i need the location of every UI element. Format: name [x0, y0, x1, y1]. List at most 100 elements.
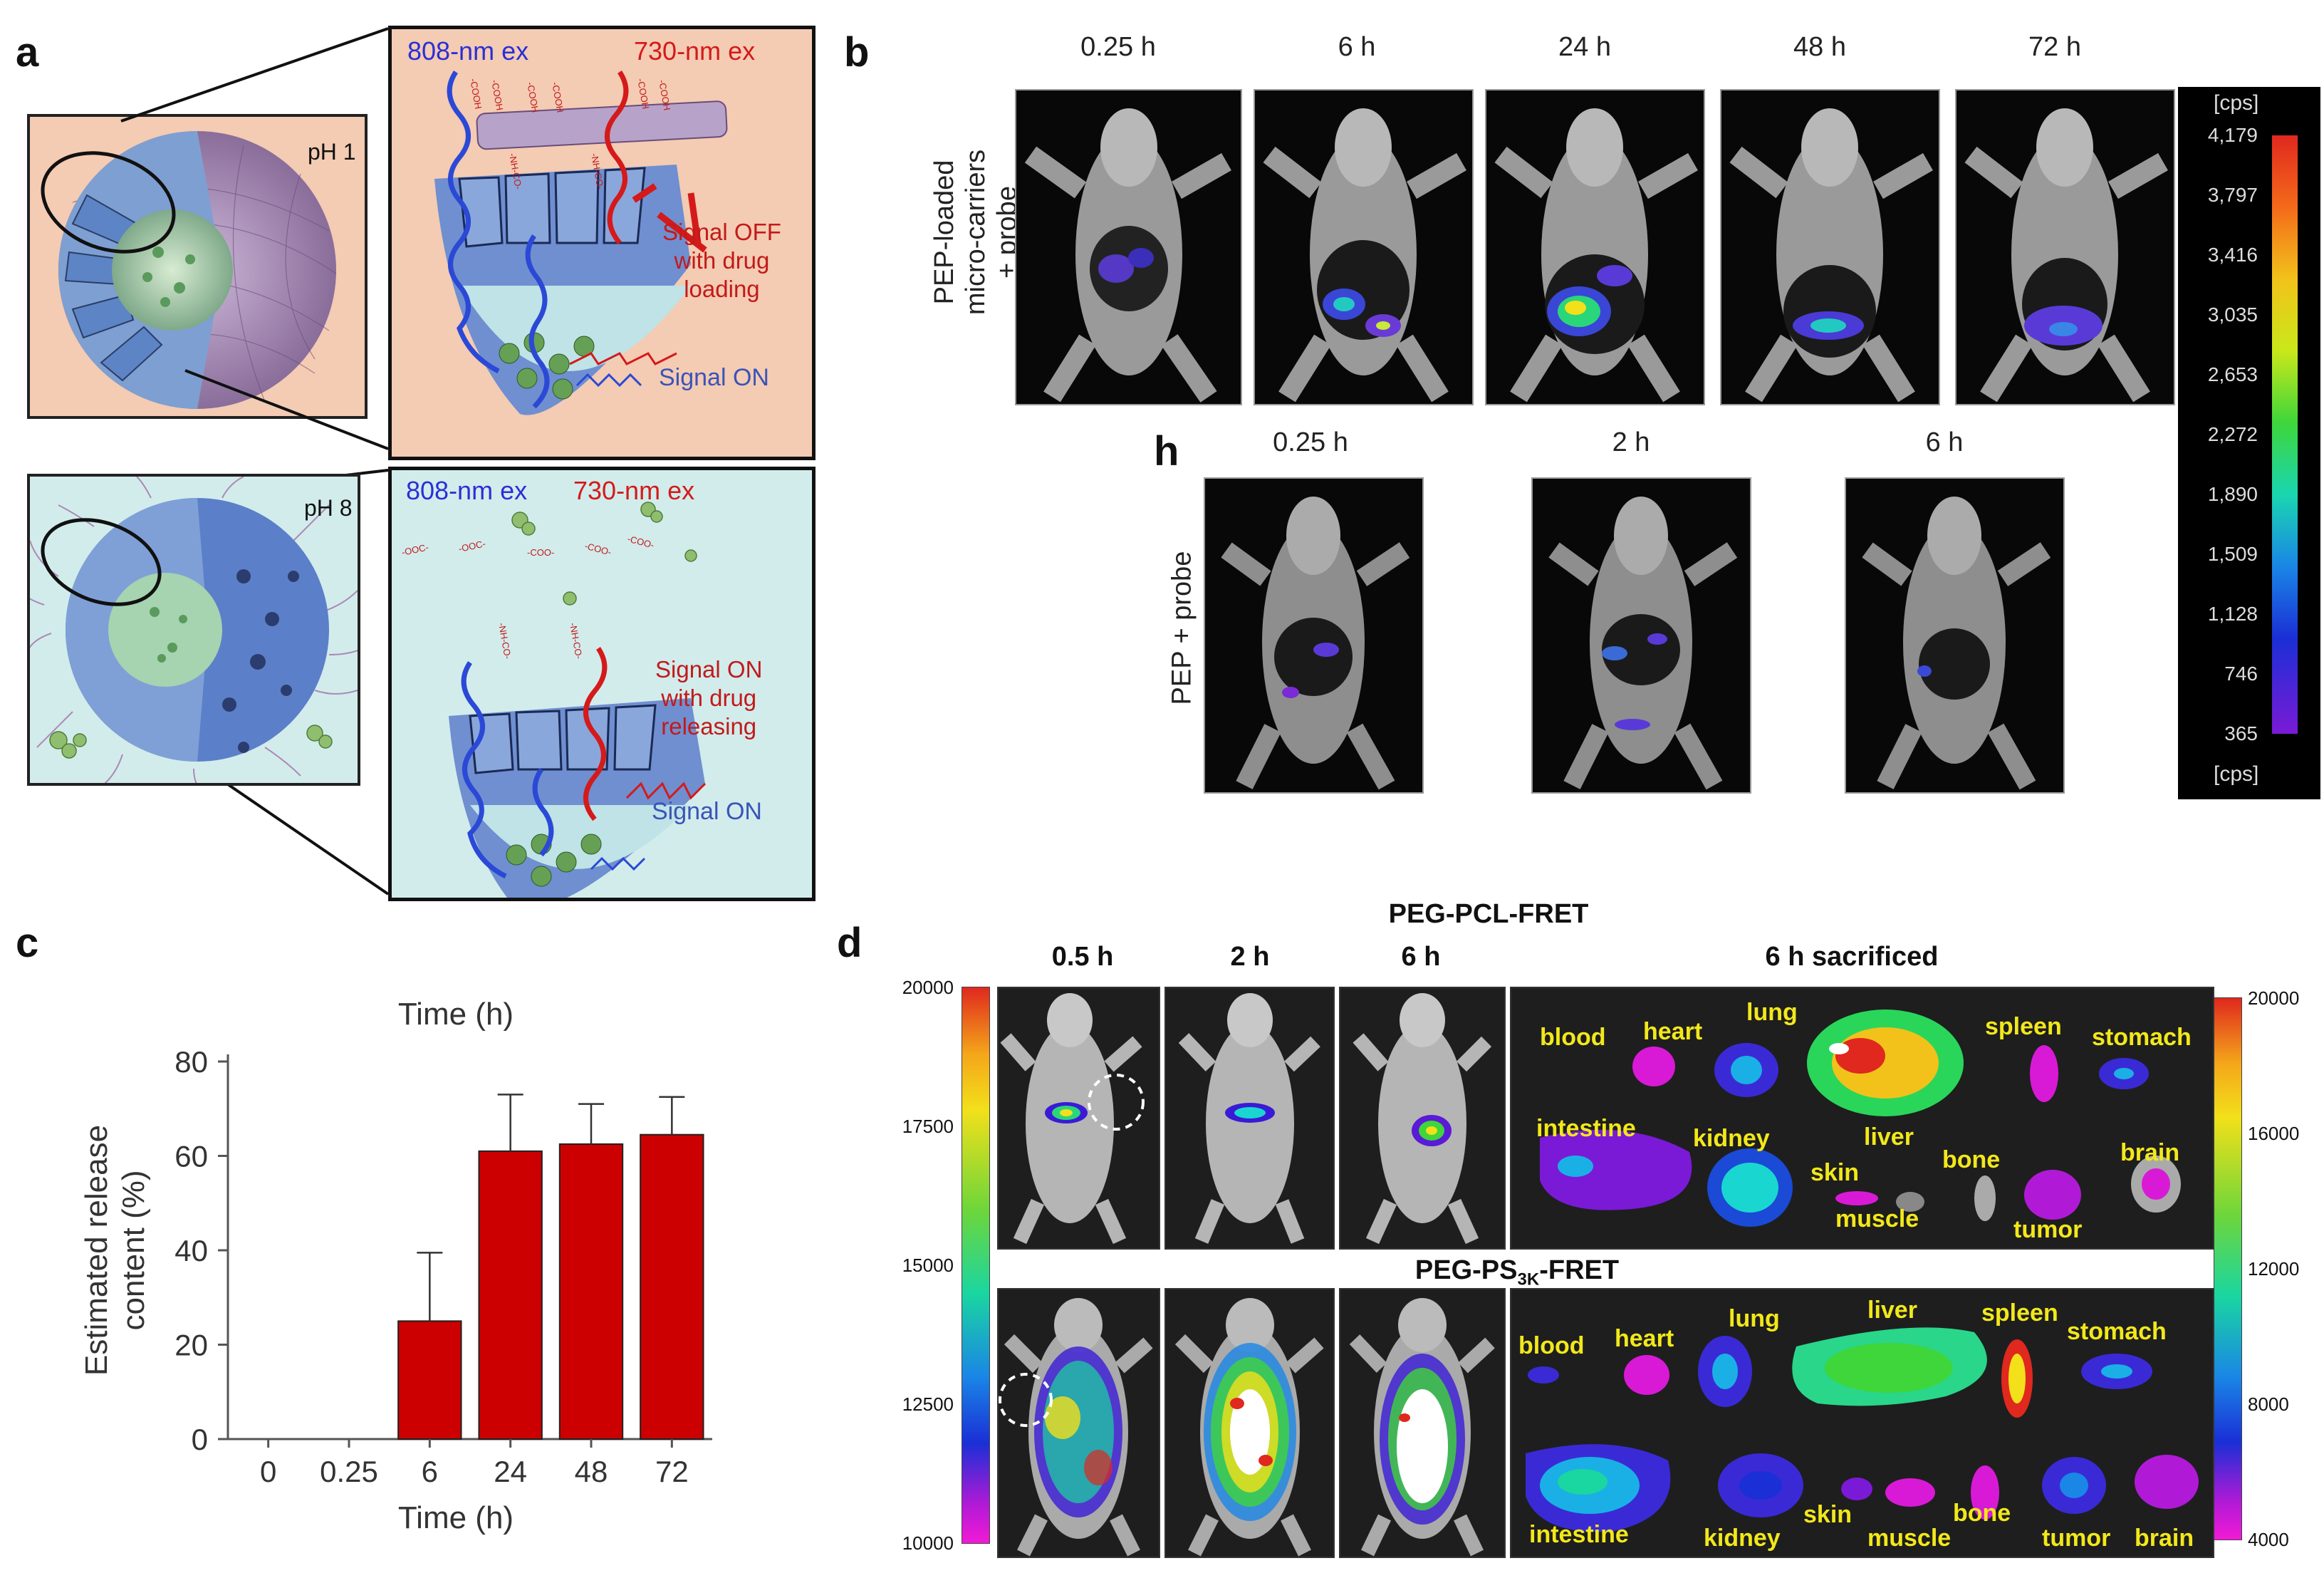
x-tick-label-72: 72: [655, 1455, 689, 1488]
organ-ps-blood: blood: [1518, 1332, 1585, 1359]
d-colorbar-left-ticks: 20000 17500 15000 12500 10000: [902, 977, 954, 1554]
b-colorbar-gradient: [2272, 135, 2298, 734]
y-tick-label: 80: [174, 1045, 208, 1079]
svg-text:-COOH: -COOH: [525, 81, 541, 113]
b-time-2: 6 h: [1338, 32, 1376, 62]
svg-text:-COO-: -COO-: [583, 540, 613, 557]
organ-pcl-intestine: intestine: [1536, 1115, 1636, 1142]
organ-pcl-blood: blood: [1540, 1024, 1606, 1051]
svg-text:-COOH: -COOH: [657, 79, 672, 111]
y-axis-label-line: Estimated release: [79, 1125, 114, 1376]
organ-pcl-stomach: stomach: [2092, 1024, 2192, 1051]
x-tick-label-24: 24: [494, 1455, 527, 1488]
b-time-4: 48 h: [1793, 32, 1846, 62]
svg-text:-COO-: -COO-: [527, 547, 554, 558]
svg-text:-COOH: -COOH: [489, 79, 505, 111]
panel-d-label: d: [837, 920, 863, 966]
svg-text:-OOC-: -OOC-: [401, 541, 430, 558]
ph-bottom-label: pH 8: [304, 495, 353, 521]
organ-pcl-kidney: kidney: [1693, 1125, 1770, 1152]
b-colorbar-panel: [cps] [cps] 4,179 3,797 3,416 3,035 2,65…: [2178, 87, 2320, 799]
ex808-top-label: 808-nm ex: [407, 36, 529, 66]
organ-ps-liver: liver: [1867, 1297, 1917, 1324]
organ-pcl-tumor: tumor: [2013, 1216, 2083, 1243]
svg-text:-COOH: -COOH: [635, 78, 651, 110]
micro-carrier-closed-illustration: pH 1: [41, 131, 356, 410]
panel-a-top-detail-box: -COOH -COOH -NH-CO- -COOH -COOH -NH-CO- …: [388, 26, 816, 460]
y-axis-label-line: content (%): [116, 1170, 151, 1331]
d-sacrificed-label: 6 h sacrificed: [1765, 942, 1939, 972]
y-tick-label: 60: [174, 1140, 208, 1173]
organ-ps-heart: heart: [1615, 1325, 1674, 1352]
organ-ps-skin: skin: [1803, 1501, 1853, 1528]
y-tick-label: 20: [174, 1329, 208, 1362]
b-colorbar-unit-bottom: [cps]: [2214, 762, 2259, 786]
b-mouse-image-2: [1254, 89, 1474, 405]
h-time-3: 6 h: [1925, 427, 1964, 457]
panel-a-label: a: [16, 29, 39, 76]
signal-on-top-label: Signal ON: [659, 364, 769, 391]
bar-6: [397, 1320, 462, 1440]
h-mouse-image-1: [1204, 477, 1424, 794]
ph-top-label: pH 1: [308, 139, 356, 165]
organ-pcl-heart: heart: [1643, 1018, 1703, 1045]
d-time-2: 2 h: [1230, 942, 1270, 972]
panel-a-bottom-detail-box: -OOC- -OOC- -COO- -COO- -COO- -NH-CO- -N…: [388, 467, 816, 901]
panel-a-top-sphere-box: pH 1: [27, 114, 368, 419]
svg-text:-OOC-: -OOC-: [458, 538, 487, 554]
organ-pcl-spleen: spleen: [1985, 1013, 2062, 1040]
ex730-top-label: 730-nm ex: [634, 36, 756, 66]
d-organs-ps: blood heart lung liver spleen stomach in…: [1510, 1288, 2214, 1558]
bar-24: [478, 1150, 543, 1440]
d-mouse-pcl-1: [997, 987, 1160, 1250]
release-chart-svg: Time (h) 0 20 40 60 80 0 0.25 6 24 48 72 Time (h) Est…: [79, 997, 712, 1535]
signal-on-bottom-label: Signal ON: [652, 798, 762, 825]
x-axis-label: Time (h): [398, 1500, 514, 1535]
h-time-1: 0.25 h: [1273, 427, 1348, 457]
bar-48: [558, 1143, 624, 1440]
organ-ps-muscle: muscle: [1867, 1525, 1952, 1552]
organ-pcl-bone: bone: [1942, 1146, 2001, 1173]
d-mouse-ps-2: [1164, 1288, 1335, 1558]
organ-ps-kidney: kidney: [1704, 1525, 1781, 1552]
b-mouse-image-3: [1485, 89, 1705, 405]
organ-ps-spleen: spleen: [1981, 1299, 2058, 1327]
organ-pcl-muscle: muscle: [1835, 1205, 1919, 1232]
d-mouse-pcl-2: [1164, 987, 1335, 1250]
h-mouse-image-3: [1845, 477, 2065, 794]
d-colorbar-right: [2214, 997, 2242, 1540]
b-time-3: 24 h: [1558, 32, 1611, 62]
d-title-bottom: PEG-PS3K-FRET: [1414, 1255, 1620, 1289]
y-tick-label: 0: [192, 1423, 208, 1456]
d-title-top: PEG-PCL-FRET: [1388, 899, 1589, 929]
panel-b-label: b: [844, 29, 870, 76]
d-mouse-ps-3: [1339, 1288, 1506, 1558]
svg-text:-COO-: -COO-: [626, 533, 655, 550]
organ-pcl-skin: skin: [1810, 1159, 1860, 1186]
organ-pcl-lung: lung: [1746, 999, 1798, 1026]
x-tick-label-0: 0: [260, 1455, 276, 1488]
organ-ps-bone: bone: [1953, 1500, 2011, 1527]
y-axis-label: Estimated release content (%): [79, 1125, 151, 1376]
d-time-3: 6 h: [1401, 942, 1441, 972]
bar-72: [640, 1133, 704, 1440]
chart-title: Time (h): [398, 997, 514, 1032]
organ-ps-stomach: stomach: [2067, 1318, 2167, 1345]
h-mouse-image-2: [1531, 477, 1751, 794]
y-tick-label: 40: [174, 1234, 208, 1267]
d-colorbar-left: [962, 987, 990, 1544]
svg-text:-COOH: -COOH: [468, 78, 484, 110]
svg-text:-COOH: -COOH: [550, 81, 566, 113]
organ-pcl-brain: brain: [2120, 1139, 2180, 1166]
x-tick-label-6: 6: [422, 1455, 438, 1488]
d-mouse-ps-1: [997, 1288, 1160, 1558]
organ-ps-tumor: tumor: [2042, 1525, 2111, 1552]
b-mouse-image-5: [1955, 89, 2175, 405]
panel-a-bottom-sphere-box: pH 8: [27, 474, 360, 786]
ex808-bottom-label: 808-nm ex: [406, 476, 528, 505]
signal-off-label: Signal OFF with drug loading: [662, 219, 781, 302]
b-time-1: 0.25 h: [1080, 32, 1156, 62]
ex730-bottom-label: 730-nm ex: [573, 476, 695, 505]
svg-text:-NH-CO-: -NH-CO-: [496, 622, 514, 660]
d-time-1: 0.5 h: [1051, 942, 1114, 972]
